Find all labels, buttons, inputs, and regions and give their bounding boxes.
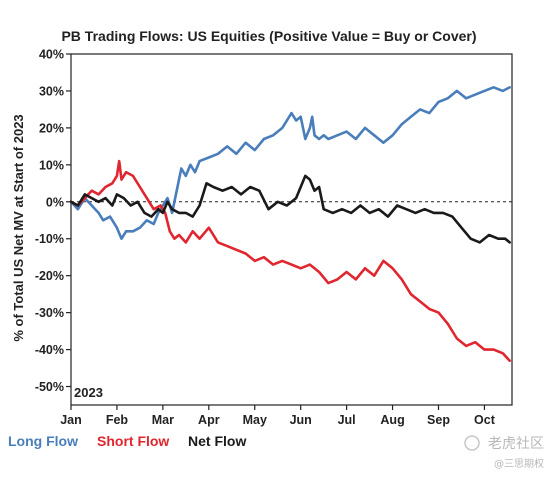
y-tick-label: 10% [39,158,64,172]
series-line-long-flow [69,86,512,240]
x-tick-label: Jul [338,413,356,427]
y-tick-label: -50% [35,380,64,394]
x-tick-label: Aug [380,413,404,427]
x-tick-label: Sep [427,413,450,427]
y-tick-label: 30% [39,84,64,98]
series-line-net-flow [69,174,512,244]
watermark-logo-icon [464,435,480,451]
series-line-short-flow [69,159,512,363]
x-tick-label: Mar [152,413,174,427]
year-annotation: 2023 [74,385,103,400]
series-layer [69,86,512,363]
y-tick-label: -10% [35,232,64,246]
watermark-subtext: @三思期权 [494,457,544,470]
watermark-text: 老虎社区 [488,436,544,452]
legend-entry-net-flow: Net Flow [188,433,246,449]
y-tick-label: -40% [35,343,64,357]
chart-title: PB Trading Flows: US Equities (Positive … [61,28,476,44]
x-axis-ticks: Jan Feb Mar Apr May Jun Jul Aug Sep Oct [60,405,496,427]
x-tick-label: Feb [106,413,129,427]
y-tick-label: 0% [46,195,64,209]
x-tick-label: Apr [198,413,220,427]
x-tick-label: May [243,413,267,427]
y-tick-label: 40% [39,48,64,62]
y-axis-ticks: 40% 30% 20% 10% 0% -10% -20% -30% -40% -50% [35,48,71,394]
x-tick-label: Jun [290,413,312,427]
y-axis-label: % of Total US Net MV at Start of 2023 [11,114,26,341]
y-tick-label: -30% [35,306,64,320]
y-tick-label: -20% [35,269,64,283]
legend-entry-short-flow: Short Flow [97,433,169,449]
plot-frame [70,53,513,406]
legend-entry-long-flow: Long Flow [8,433,78,449]
x-tick-label: Oct [474,413,496,427]
legend: Long Flow Short Flow Net Flow [8,433,246,449]
y-tick-label: 20% [39,121,64,135]
x-tick-label: Jan [60,413,82,427]
